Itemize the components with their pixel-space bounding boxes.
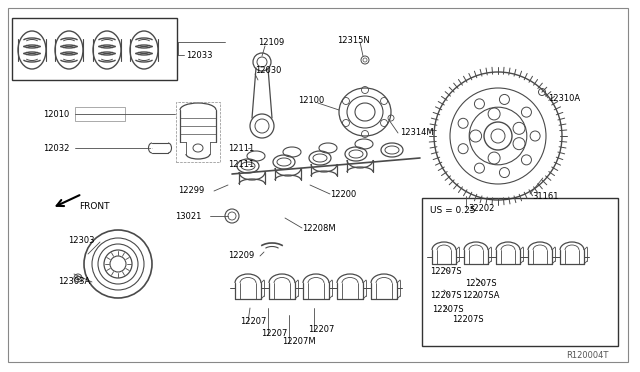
Text: 12111: 12111 xyxy=(228,160,254,169)
Text: 12207S: 12207S xyxy=(430,292,461,301)
Text: R120004T: R120004T xyxy=(566,352,609,360)
Bar xyxy=(12,18,177,80)
Text: 12299: 12299 xyxy=(178,186,204,195)
Bar xyxy=(176,102,220,162)
Text: 12207M: 12207M xyxy=(282,337,316,346)
Text: 12207: 12207 xyxy=(240,317,266,327)
Text: 32202: 32202 xyxy=(468,203,494,212)
Text: 12207: 12207 xyxy=(261,330,287,339)
Text: 12207S: 12207S xyxy=(465,279,497,289)
Text: 13021: 13021 xyxy=(175,212,202,221)
Text: 12010: 12010 xyxy=(43,109,69,119)
Text: 12100: 12100 xyxy=(298,96,324,105)
Text: 12033: 12033 xyxy=(186,51,212,60)
Text: 12109: 12109 xyxy=(258,38,284,46)
Text: 12303: 12303 xyxy=(68,235,95,244)
Text: 12207S: 12207S xyxy=(432,305,463,314)
Text: US = 0.25: US = 0.25 xyxy=(430,205,476,215)
Text: 12209: 12209 xyxy=(228,251,254,260)
Bar xyxy=(75,107,125,121)
Text: 12303A: 12303A xyxy=(58,278,90,286)
Text: 12207S: 12207S xyxy=(452,315,484,324)
Text: 12207: 12207 xyxy=(308,326,334,334)
Text: 12208M: 12208M xyxy=(302,224,335,232)
Text: 31161: 31161 xyxy=(532,192,559,201)
Text: 12314M: 12314M xyxy=(400,128,434,137)
Text: 12030: 12030 xyxy=(255,65,282,74)
Text: FRONT: FRONT xyxy=(79,202,109,211)
Text: 12111: 12111 xyxy=(228,144,254,153)
Text: 12315N: 12315N xyxy=(337,35,370,45)
Text: 12207SA: 12207SA xyxy=(462,292,499,301)
Text: 12207S: 12207S xyxy=(430,267,461,276)
Bar xyxy=(422,198,618,346)
Text: 12032: 12032 xyxy=(43,144,69,153)
Text: 12310A: 12310A xyxy=(548,93,580,103)
Text: 12200: 12200 xyxy=(330,189,356,199)
